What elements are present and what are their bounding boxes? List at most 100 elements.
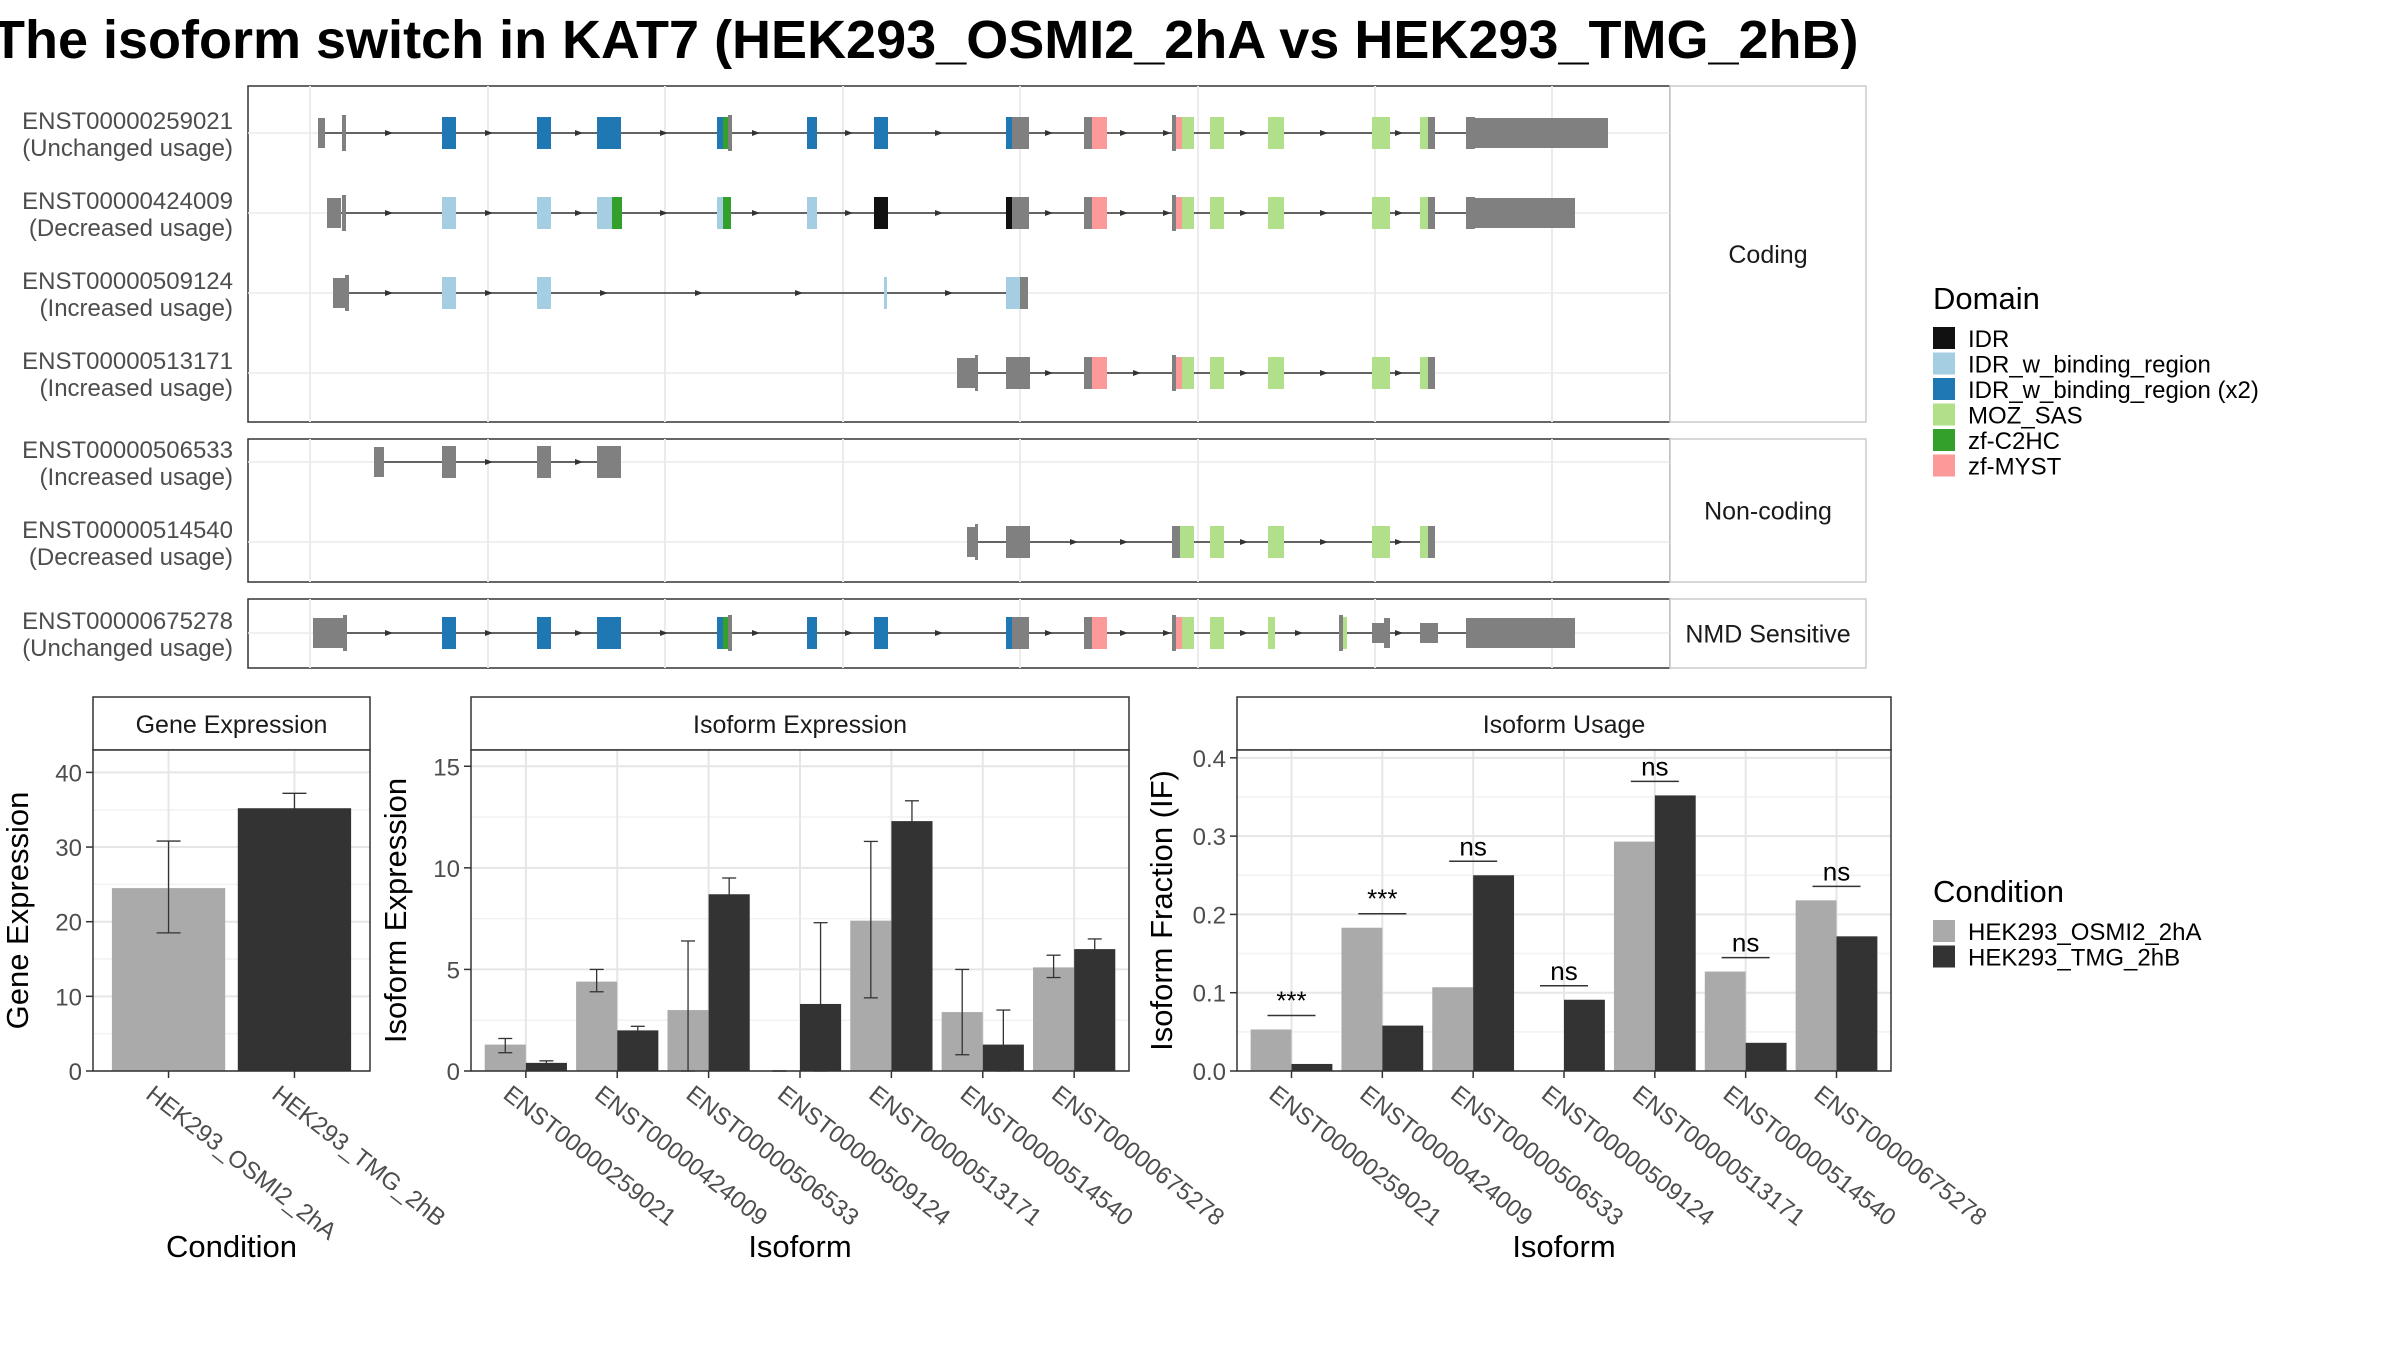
- transcript-panel: NMD Sensitive ENST00000675278(Unchanged u…: [22, 598, 1867, 669]
- bar: [1613, 841, 1655, 1071]
- x-tick-label: ENST00000259021: [1264, 1080, 1447, 1231]
- bar: [1033, 967, 1075, 1071]
- direction-arrow: [1240, 210, 1248, 216]
- direction-arrow: [1395, 130, 1403, 136]
- direction-arrow: [795, 290, 803, 296]
- exon-moz-sas: [1210, 197, 1224, 229]
- direction-arrow: [1395, 539, 1403, 545]
- direction-arrow: [695, 290, 703, 296]
- exon-feature: [1420, 623, 1438, 643]
- bar-chart-1: Gene Expression010203040HEK293_OSMI2_2hA…: [0, 696, 451, 1264]
- direction-arrow: [575, 630, 583, 636]
- exon-feature: [345, 275, 349, 311]
- exon-idr: [1006, 197, 1012, 229]
- x-tick-label: ENST00000514540: [955, 1080, 1138, 1231]
- direction-arrow: [575, 210, 583, 216]
- direction-arrow: [575, 130, 583, 136]
- exon-moz-sas: [1372, 357, 1390, 389]
- direction-arrow: [1163, 630, 1171, 636]
- exon-feature: [327, 198, 341, 228]
- bar-chart-2: Isoform Expression051015ENST00000259021E…: [378, 696, 1229, 1264]
- x-axis-title: Condition: [166, 1229, 297, 1264]
- transcript-usage-label: (Decreased usage): [29, 215, 233, 242]
- bar: [1432, 987, 1474, 1071]
- exon-moz-sas: [1268, 197, 1284, 229]
- direction-arrow: [660, 630, 668, 636]
- direction-arrow: [845, 210, 853, 216]
- exon-feature: [1172, 115, 1176, 151]
- direction-arrow: [1120, 210, 1128, 216]
- x-tick-label: ENST00000509124: [772, 1080, 955, 1231]
- exon-feature: [1012, 197, 1029, 229]
- domain-legend-label: IDR_w_binding_region: [1968, 352, 2211, 379]
- exon-moz-sas: [1343, 617, 1347, 649]
- direction-arrow: [385, 290, 393, 296]
- exon-feature: [342, 115, 346, 151]
- strip-box: [1669, 598, 1867, 669]
- chart-title: Gene Expression: [136, 711, 328, 739]
- bar: [1795, 900, 1837, 1071]
- exon-feature: [1339, 615, 1343, 651]
- direction-arrow: [935, 210, 943, 216]
- condition-legend-swatch: [1933, 920, 1955, 942]
- domain-legend-swatch: [1933, 327, 1955, 349]
- x-axis-title: Isoform: [1512, 1229, 1615, 1264]
- transcript-id-label: ENST00000424009: [22, 188, 233, 215]
- direction-arrow: [752, 130, 760, 136]
- direction-arrow: [1133, 370, 1141, 376]
- significance-label: ns: [1550, 956, 1577, 986]
- exon-zf-c2hc: [723, 117, 728, 149]
- direction-arrow: [1045, 630, 1053, 636]
- transcript-id-label: ENST00000506533: [22, 437, 233, 464]
- exon-feature: [1384, 618, 1390, 648]
- condition-legend-label: HEK293_TMG_2hB: [1968, 945, 2180, 972]
- y-tick-label: 10: [433, 856, 460, 883]
- exon-zf-myst: [1176, 357, 1182, 389]
- exon-idr-w-binding-region-x2-: [874, 117, 888, 149]
- y-tick-label: 0.2: [1193, 902, 1226, 929]
- exon-moz-sas: [1210, 526, 1224, 558]
- y-tick-label: 30: [55, 835, 82, 862]
- domain-legend-label: IDR_w_binding_region (x2): [1968, 377, 2259, 404]
- transcript-usage-label: (Unchanged usage): [22, 635, 233, 662]
- exon-feature: [1466, 197, 1475, 229]
- x-tick-label: ENST00000513171: [864, 1080, 1047, 1231]
- y-tick-label: 15: [433, 754, 460, 781]
- exon-moz-sas: [1420, 197, 1428, 229]
- bar: [1473, 875, 1515, 1071]
- direction-arrow: [1045, 210, 1053, 216]
- exon-idr-w-binding-region: [537, 277, 551, 309]
- y-tick-label: 10: [55, 984, 82, 1011]
- direction-arrow: [1320, 370, 1328, 376]
- direction-arrow: [1395, 370, 1403, 376]
- exon-moz-sas: [1268, 117, 1284, 149]
- domain-legend-label: IDR: [1968, 326, 2009, 353]
- direction-arrow: [600, 290, 608, 296]
- transcript-usage-label: (Increased usage): [40, 464, 233, 491]
- transcript-usage-label: (Increased usage): [40, 295, 233, 322]
- bar: [1341, 927, 1383, 1071]
- bar: [1250, 1029, 1292, 1071]
- significance-label: ns: [1823, 856, 1850, 886]
- direction-arrow: [1045, 370, 1053, 376]
- exon-moz-sas: [1182, 197, 1194, 229]
- panel-strip-label: NMD Sensitive: [1685, 621, 1850, 649]
- exon-zf-c2hc: [723, 617, 728, 649]
- y-axis-title: Isoform Fraction (IF): [1144, 770, 1179, 1051]
- direction-arrow: [935, 130, 943, 136]
- direction-arrow: [1120, 130, 1128, 136]
- exon-idr-w-binding-region-x2-: [1006, 117, 1012, 149]
- exon-moz-sas: [1420, 357, 1428, 389]
- direction-arrow: [935, 630, 943, 636]
- exon-feature: [957, 358, 975, 388]
- strip-box: [1669, 85, 1867, 423]
- direction-arrow: [385, 630, 393, 636]
- exon-feature: [1172, 195, 1176, 231]
- direction-arrow: [845, 630, 853, 636]
- domain-legend-swatch: [1933, 378, 1955, 400]
- exon-feature: [975, 524, 978, 560]
- exon-idr: [874, 197, 888, 229]
- exon-feature: [318, 118, 325, 148]
- x-tick-label: ENST00000424009: [590, 1080, 773, 1231]
